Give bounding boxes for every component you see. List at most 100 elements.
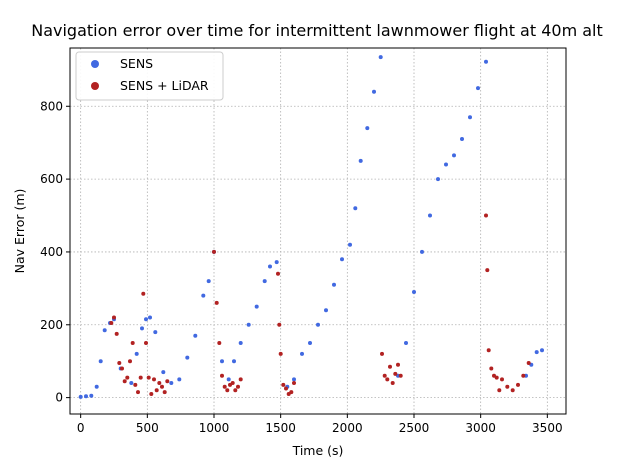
- axis-ticks: 0 500 1000 1500 2000 2500 3000 3500 0 200 400 600 80…: [40, 99, 563, 435]
- data-point: [277, 322, 282, 327]
- legend-marker-sens-lidar: [91, 82, 99, 90]
- data-point: [444, 162, 448, 167]
- data-point: [534, 350, 539, 355]
- data-point: [396, 362, 400, 367]
- data-point: [140, 326, 144, 331]
- data-point: [382, 373, 387, 378]
- data-point: [348, 242, 352, 247]
- y-tick-label: 200: [40, 318, 63, 332]
- data-point: [102, 328, 107, 333]
- data-point: [146, 375, 151, 380]
- data-point: [226, 377, 231, 382]
- data-point: [378, 55, 383, 60]
- data-point: [225, 388, 230, 393]
- y-tick-label: 600: [40, 172, 63, 186]
- data-point: [268, 264, 272, 269]
- data-point: [169, 381, 174, 385]
- data-point: [114, 331, 119, 336]
- grid: [70, 48, 566, 414]
- data-point: [460, 137, 464, 141]
- data-point: [353, 206, 358, 211]
- data-point: [365, 126, 370, 131]
- data-point: [276, 271, 280, 276]
- data-point: [133, 382, 138, 387]
- data-point: [380, 351, 384, 356]
- data-point: [292, 381, 296, 385]
- data-point: [125, 375, 130, 380]
- x-tick-label: 2500: [399, 421, 430, 435]
- data-point: [122, 379, 127, 384]
- data-point: [230, 381, 235, 385]
- data-point: [117, 361, 122, 365]
- x-tick-label: 2000: [332, 421, 363, 435]
- legend-label-sens-lidar: SENS + LiDAR: [120, 78, 209, 93]
- y-axis-label: Nav Error (m): [12, 189, 27, 274]
- data-point: [468, 115, 472, 120]
- data-point: [144, 341, 148, 345]
- data-point: [201, 293, 206, 298]
- data-point: [238, 377, 243, 382]
- data-point: [232, 359, 236, 364]
- data-point: [217, 341, 222, 345]
- data-point: [233, 388, 238, 393]
- data-point: [149, 392, 154, 396]
- data-point: [274, 260, 279, 265]
- series-sens-lidar: [109, 213, 531, 396]
- data-point: [254, 304, 259, 309]
- data-point: [165, 379, 170, 384]
- data-point: [340, 257, 344, 262]
- data-point: [526, 361, 531, 365]
- data-point: [428, 213, 432, 218]
- data-point: [94, 384, 99, 389]
- data-point: [136, 390, 140, 395]
- data-point: [398, 373, 403, 378]
- data-point: [324, 308, 328, 313]
- data-point: [238, 341, 243, 345]
- data-point: [206, 279, 211, 284]
- data-point: [540, 348, 544, 353]
- data-point: [484, 213, 488, 218]
- data-point: [161, 370, 166, 375]
- data-point: [358, 158, 363, 163]
- data-point: [452, 153, 456, 158]
- x-tick-label: 0: [77, 421, 85, 435]
- data-point: [278, 351, 283, 356]
- data-point: [505, 384, 510, 389]
- data-point: [148, 315, 152, 320]
- plot-data: [78, 55, 544, 399]
- data-point: [177, 377, 182, 382]
- data-point: [153, 330, 158, 335]
- data-point: [393, 371, 398, 376]
- plot-area-frame: [69, 47, 567, 415]
- chart-title: Navigation error over time for intermitt…: [31, 21, 603, 40]
- data-point: [489, 366, 494, 371]
- legend-marker-sens: [91, 60, 99, 68]
- x-tick-label: 500: [136, 421, 159, 435]
- data-point: [138, 375, 143, 380]
- data-point: [144, 317, 148, 322]
- data-point: [236, 384, 240, 389]
- data-point: [162, 390, 167, 395]
- data-point: [476, 86, 480, 91]
- data-point: [128, 359, 132, 364]
- data-point: [516, 382, 520, 387]
- x-tick-label: 3500: [532, 421, 563, 435]
- data-point: [486, 348, 491, 353]
- data-point: [485, 268, 490, 273]
- x-tick-label: 1500: [265, 421, 296, 435]
- data-point: [300, 351, 304, 356]
- data-point: [141, 291, 146, 296]
- y-tick-label: 800: [40, 99, 63, 113]
- legend: SENS SENS + LiDAR: [75, 51, 224, 101]
- data-point: [212, 249, 216, 254]
- data-point: [262, 279, 267, 284]
- data-point: [112, 315, 116, 320]
- data-point: [157, 381, 162, 385]
- data-point: [390, 381, 395, 385]
- data-point: [404, 341, 408, 345]
- data-point: [385, 377, 390, 382]
- data-point: [510, 388, 515, 393]
- data-point: [185, 355, 190, 360]
- data-point: [89, 393, 94, 398]
